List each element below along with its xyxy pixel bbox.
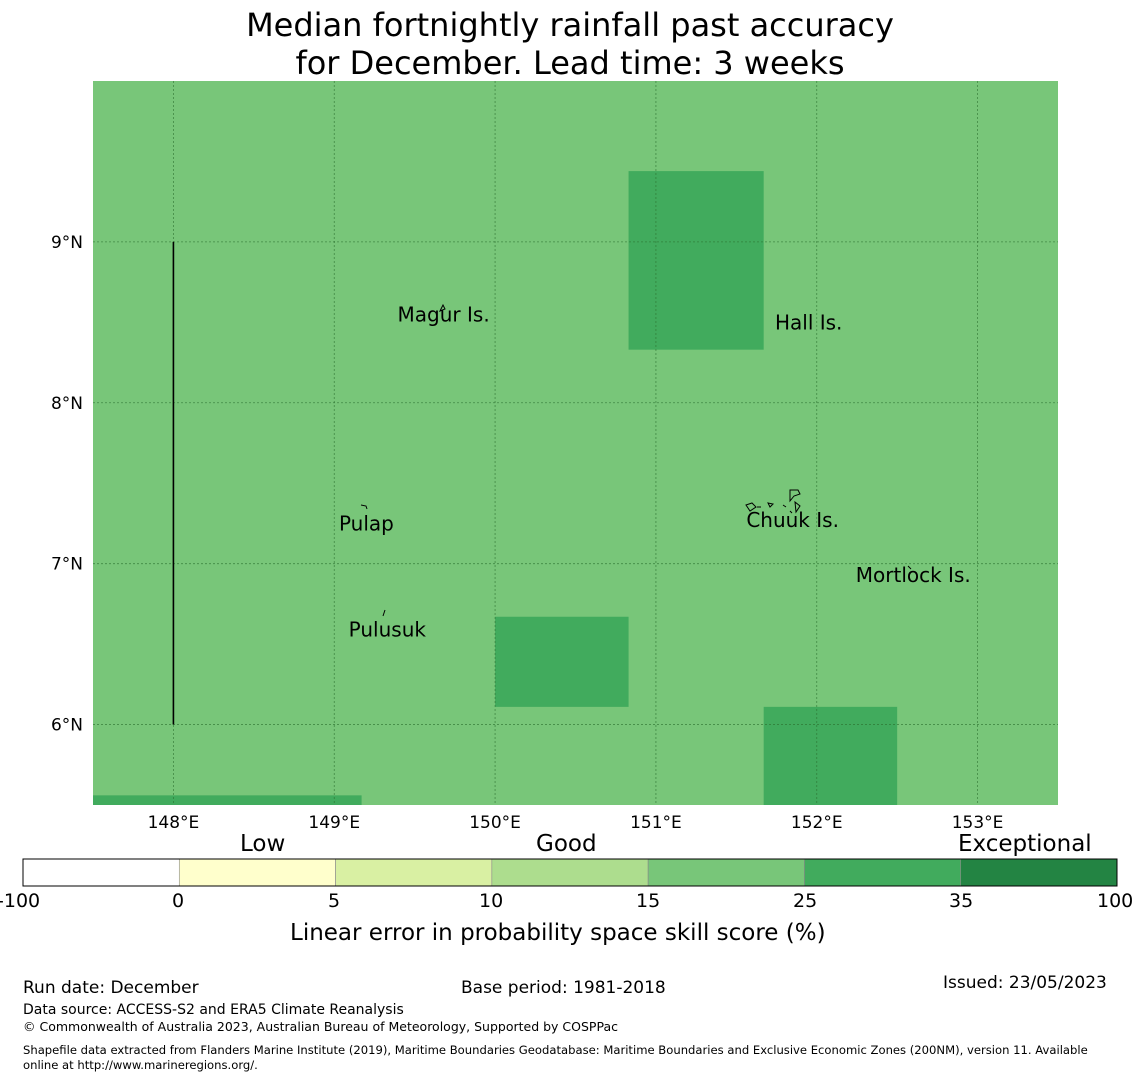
colorbar-tick: 35 xyxy=(949,890,974,912)
skill-cell xyxy=(93,795,362,805)
title-line-2: for December. Lead time: 3 weeks xyxy=(295,44,845,82)
data-source: Data source: ACCESS-S2 and ERA5 Climate … xyxy=(23,1002,404,1018)
colorbar-segment xyxy=(647,858,805,887)
colorbar-frame xyxy=(22,858,1118,887)
skill-cell xyxy=(628,171,764,350)
colorbar-tick: 15 xyxy=(636,890,661,912)
latitude-tick-label: 7°N xyxy=(51,555,83,575)
colorbar-tick: -100 xyxy=(0,890,41,912)
skill-cell xyxy=(763,706,898,805)
colorbar-segment xyxy=(491,858,649,887)
place-label: Pulap xyxy=(339,511,394,535)
place-label: Hall Is. xyxy=(775,310,842,334)
copyright: © Commonwealth of Australia 2023, Austra… xyxy=(23,1019,618,1034)
longitude-tick-label: 152°E xyxy=(791,813,843,833)
colorbar-category-good: Good xyxy=(536,831,597,857)
latitude-tick-label: 6°N xyxy=(51,716,83,736)
colorbar-title: Linear error in probability space skill … xyxy=(290,920,826,946)
colorbar-tick: 0 xyxy=(172,890,185,912)
pulap-island-outline xyxy=(360,504,368,510)
longitude-tick-label: 150°E xyxy=(469,813,521,833)
base-period: Base period: 1981-2018 xyxy=(461,978,666,998)
colorbar-segment xyxy=(335,858,493,887)
magur-island-outline xyxy=(438,303,446,312)
pulusuk-island-outline xyxy=(382,609,386,617)
longitude-tick-label: 153°E xyxy=(952,813,1004,833)
longitude-tick-label: 149°E xyxy=(308,813,360,833)
skill-cell xyxy=(495,616,629,707)
colorbar-segment xyxy=(960,858,1118,887)
place-label: Pulusuk xyxy=(349,618,427,642)
colorbar-segment xyxy=(178,858,336,887)
chuuk-islands-outline xyxy=(745,489,801,514)
run-date: Run date: December xyxy=(23,978,199,998)
colorbar-segment xyxy=(22,858,180,887)
mortlock-islands-outline xyxy=(907,565,912,570)
latitude-tick-label: 9°N xyxy=(51,233,83,253)
shapefile-credit-line-2: online at http://www.marineregions.org/. xyxy=(23,1058,258,1072)
place-label: Chuuk Is. xyxy=(746,508,839,532)
issued-date: Issued: 23/05/2023 xyxy=(943,973,1107,993)
place-label: Mortlock Is. xyxy=(856,563,971,587)
colorbar-tick: 100 xyxy=(1097,890,1134,912)
title-line-1: Median fortnightly rainfall past accurac… xyxy=(246,6,894,44)
place-label: Magur Is. xyxy=(398,302,490,326)
longitude-tick-label: 148°E xyxy=(148,813,200,833)
shapefile-credit-line-1: Shapefile data extracted from Flanders M… xyxy=(23,1043,1088,1057)
colorbar-tick: 5 xyxy=(328,890,341,912)
colorbar-category-low: Low xyxy=(240,831,286,857)
colorbar-segment xyxy=(804,858,962,887)
longitude-tick-label: 151°E xyxy=(630,813,682,833)
colorbar-tick: 25 xyxy=(793,890,818,912)
latitude-tick-label: 8°N xyxy=(51,394,83,414)
chart-title: Median fortnightly rainfall past accurac… xyxy=(0,6,1140,82)
colorbar-tick: 10 xyxy=(479,890,504,912)
colorbar-category-exceptional: Exceptional xyxy=(958,831,1092,857)
